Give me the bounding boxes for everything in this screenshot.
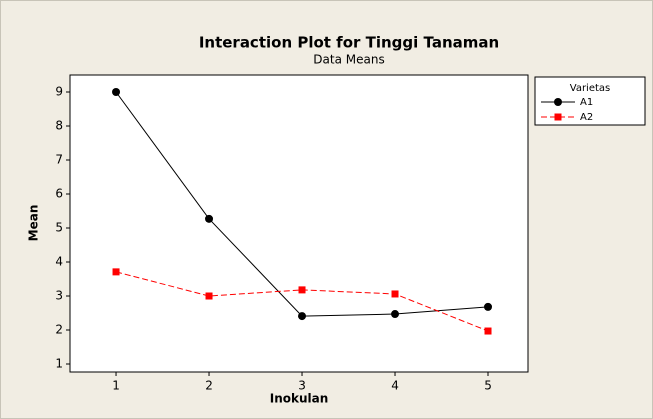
marker bbox=[391, 290, 399, 298]
legend-title: Varietas bbox=[570, 83, 611, 94]
marker bbox=[484, 327, 492, 335]
y-tick-label: 2 bbox=[55, 323, 63, 337]
chart-subtitle: Data Means bbox=[313, 53, 384, 67]
x-tick-label: 5 bbox=[484, 379, 492, 393]
y-tick-label: 8 bbox=[55, 119, 63, 133]
marker bbox=[391, 310, 400, 319]
y-axis-label: Mean bbox=[27, 205, 41, 242]
y-tick-label: 5 bbox=[55, 221, 63, 235]
legend-label: A2 bbox=[580, 112, 593, 123]
chart-title: Interaction Plot for Tinggi Tanaman bbox=[199, 34, 499, 52]
x-axis-label: Inokulan bbox=[270, 392, 329, 406]
marker bbox=[112, 88, 121, 97]
marker bbox=[298, 286, 306, 294]
x-tick-label: 3 bbox=[298, 379, 306, 393]
y-tick-label: 4 bbox=[55, 255, 63, 269]
marker bbox=[205, 292, 213, 300]
marker bbox=[484, 302, 493, 311]
legend-label: A1 bbox=[580, 97, 593, 108]
x-tick-label: 1 bbox=[112, 379, 120, 393]
legend-marker bbox=[554, 113, 562, 121]
y-tick-label: 6 bbox=[55, 187, 63, 201]
x-tick-label: 2 bbox=[205, 379, 213, 393]
y-tick-label: 1 bbox=[55, 357, 63, 371]
y-tick-label: 9 bbox=[55, 85, 63, 99]
y-tick-label: 7 bbox=[55, 153, 63, 167]
marker bbox=[298, 312, 307, 321]
marker bbox=[112, 268, 120, 276]
legend-marker bbox=[554, 98, 562, 106]
y-tick-label: 3 bbox=[55, 289, 63, 303]
x-tick-label: 4 bbox=[391, 379, 399, 393]
marker bbox=[205, 214, 214, 223]
plot-area bbox=[69, 74, 529, 373]
